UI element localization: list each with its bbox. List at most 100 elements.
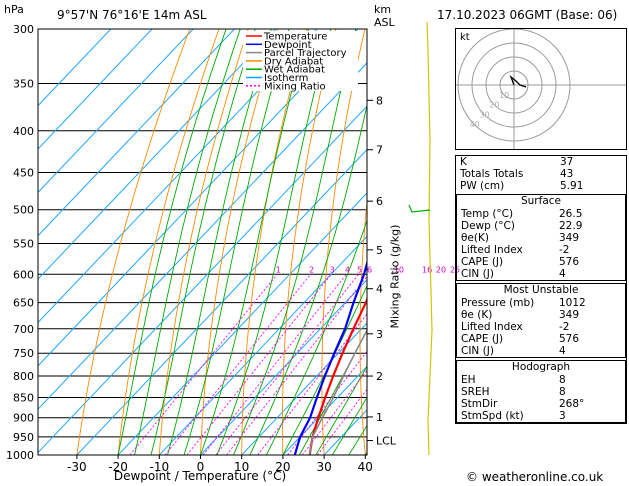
hodograph-row: StmSpd (kt) 3 — [457, 410, 625, 422]
pressure-label: 350 — [13, 78, 34, 91]
most-unstable-title: Most Unstable — [503, 284, 579, 296]
x-tick-label: 0 — [197, 460, 205, 474]
series-parcel-trajectory — [308, 328, 367, 455]
legend-label: Parcel Trajectory — [264, 48, 347, 59]
index-label: PW (cm) — [460, 180, 505, 192]
wet-adiabat — [299, 329, 367, 455]
index-row: K 37 — [456, 156, 626, 168]
km-label: 2 — [376, 370, 383, 383]
hodo-ring-label: 40 — [470, 120, 480, 129]
surface-row: Lifted Index -2 — [457, 244, 625, 256]
x-tick-label: -30 — [67, 460, 87, 474]
x-tick-label: -10 — [149, 460, 169, 474]
isotherm — [38, 29, 235, 237]
index-label: Totals Totals — [460, 168, 524, 180]
pressure-label: 400 — [13, 125, 34, 138]
asl-label: ASL — [374, 16, 395, 29]
isotherm — [158, 235, 367, 455]
legend-label: Isotherm — [264, 73, 308, 84]
surface-row: CIN (J) 4 — [457, 268, 625, 280]
km-label: 5 — [376, 244, 383, 257]
wet-adiabat — [183, 29, 290, 455]
wind-line — [426, 21, 433, 456]
x-tick-label: 20 — [275, 460, 290, 474]
mixing-ratio-axis-label: Mixing Ratio (g/kg) — [388, 224, 402, 329]
pressure-label: 600 — [13, 268, 34, 281]
dry-adiabat — [241, 29, 308, 455]
most-unstable-row: CIN (J) 4 — [457, 345, 625, 357]
hpa-label: hPa — [4, 3, 24, 16]
most-unstable-value: 1012 — [559, 297, 586, 309]
isotherm — [241, 322, 367, 455]
wind-barb — [408, 204, 431, 213]
x-tick-label: 40 — [358, 460, 373, 474]
hodograph-row: StmDir 268° — [457, 398, 625, 410]
mixing-ratio-line — [302, 369, 367, 455]
surface-label: θe(K) — [461, 232, 489, 244]
hodograph-value: 8 — [559, 386, 566, 398]
indices-table: K 37 Totals Totals 43 PW (cm) 5.91 Surface Te… — [455, 155, 627, 424]
location-title: 9°57'N 76°16'E 14m ASL — [57, 8, 207, 22]
surface-value: 22.9 — [559, 220, 583, 232]
pressure-label: 1000 — [6, 449, 34, 462]
isotherm — [200, 279, 367, 455]
mixing-ratio-line — [287, 350, 367, 455]
mixing-ratio-label: 4 — [345, 265, 350, 274]
surface-label: Temp (°C) — [461, 208, 514, 220]
plot-frame — [37, 28, 368, 456]
mixing-ratio-label: 6 — [367, 265, 372, 274]
hodograph-panel: kt 10 20 30 40 — [455, 28, 627, 150]
mixing-ratio-line — [317, 388, 367, 455]
dry-adiabat — [282, 29, 337, 455]
index-row: PW (cm) 5.91 — [456, 180, 626, 192]
hodograph-table-title: Hodograph — [511, 361, 571, 373]
mixing-ratio-label: 10 — [394, 265, 404, 274]
wet-adiabat — [216, 29, 332, 455]
wet-adiabat — [167, 29, 272, 455]
dry-adiabat — [321, 29, 366, 455]
surface-label: CIN (J) — [461, 268, 494, 280]
series-lines — [293, 259, 367, 455]
mixing-ratio-label: 5 — [357, 265, 362, 274]
axis-layer: 1 2 3 4 5 6 10 16 20 2530035040045050055060065070… — [6, 23, 460, 474]
pressure-label: 950 — [13, 431, 34, 444]
most-unstable-row: Lifted Index -2 — [457, 321, 625, 333]
mixing-ratio-line — [164, 274, 311, 455]
pressure-label: 650 — [13, 297, 34, 310]
legend-label: Dry Adiabat — [264, 56, 323, 67]
hodograph-label: SREH — [461, 386, 490, 398]
isotherm — [38, 29, 318, 324]
surface-value: 26.5 — [559, 208, 583, 220]
most-unstable-value: 349 — [559, 309, 580, 321]
most-unstable-label: Pressure (mb) — [461, 297, 535, 309]
dry-adiabat — [158, 29, 249, 455]
dry-adiabat — [433, 29, 453, 455]
km-label: 3 — [376, 328, 383, 341]
hodo-trace — [509, 75, 527, 88]
surface-value: 4 — [559, 268, 566, 280]
surface-section: Surface Temp (°C) 26.5 Dewp (°C) 22.9 θe(K) 3… — [456, 194, 626, 281]
km-label: 7 — [376, 144, 383, 157]
isotherm — [38, 105, 367, 454]
index-value: 43 — [560, 168, 574, 180]
most-unstable-section: Most Unstable Pressure (mb) 1012 θe (K) 349… — [456, 283, 626, 358]
surface-label: CAPE (J) — [461, 256, 504, 268]
pressure-label: 750 — [13, 347, 34, 360]
pressure-label: 700 — [13, 323, 34, 336]
hodo-ring-label: 10 — [499, 91, 509, 100]
hodograph-row: SREH 8 — [457, 386, 625, 398]
legend-label: Mixing Ratio — [264, 81, 326, 92]
km-label: 4 — [376, 283, 383, 296]
wet-adiabat — [315, 365, 367, 455]
hodo-ring-label: 20 — [489, 101, 499, 110]
wet-adiabat — [233, 29, 357, 455]
most-unstable-label: CIN (J) — [461, 345, 494, 357]
legend-label: Dewpoint — [264, 40, 312, 51]
x-tick-label: 30 — [316, 460, 331, 474]
hodograph-label: StmSpd (kt) — [461, 410, 524, 422]
km-label: 6 — [376, 195, 383, 208]
most-unstable-row: θe (K) 349 — [457, 309, 625, 321]
dry-adiabat — [359, 197, 367, 455]
